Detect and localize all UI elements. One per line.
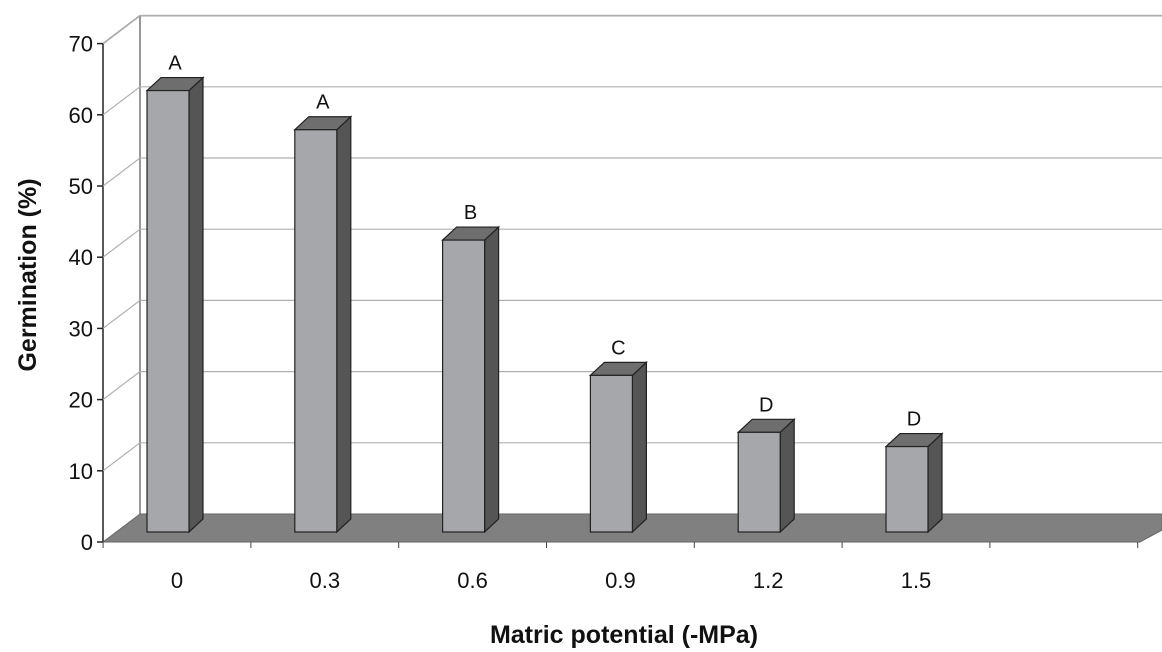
y-axis-ticks: 0 10 20 30 40 50 60 70 bbox=[69, 32, 103, 555]
y-axis-title: Germination (%) bbox=[14, 178, 42, 371]
bar-front bbox=[885, 445, 929, 533]
bar-front bbox=[294, 129, 338, 533]
x-tick-label: 0.3 bbox=[310, 568, 341, 593]
y-tick-label: 10 bbox=[69, 459, 93, 484]
bar-front bbox=[737, 431, 781, 533]
bar-side bbox=[631, 360, 648, 534]
bar-side bbox=[927, 432, 943, 534]
x-tick-label: 1.5 bbox=[901, 568, 932, 593]
bar-significance-label: D bbox=[907, 409, 921, 431]
bar-front bbox=[442, 239, 486, 533]
y-tick-label: 60 bbox=[69, 103, 93, 128]
gridline bbox=[102, 86, 1162, 116]
x-tick-label: 0.9 bbox=[605, 568, 636, 593]
y-tick-label: 70 bbox=[69, 32, 93, 57]
bar: D bbox=[884, 409, 944, 534]
bar: A bbox=[293, 92, 353, 534]
y-tick-label: 50 bbox=[69, 174, 93, 199]
bar: D bbox=[736, 394, 796, 534]
x-tick-label: 1.2 bbox=[753, 568, 784, 593]
bar-significance-label: A bbox=[316, 92, 330, 114]
x-tick-label: 0.6 bbox=[457, 568, 488, 593]
y-tick-label: 40 bbox=[69, 245, 93, 270]
bar: A bbox=[145, 53, 205, 534]
bar-side bbox=[188, 76, 204, 534]
gridline bbox=[102, 157, 1162, 187]
y-tick-label: 20 bbox=[69, 388, 93, 413]
x-axis-ticks: 0 0.3 0.6 0.9 1.2 1.5 bbox=[102, 542, 1139, 593]
y-tick-label: 30 bbox=[69, 316, 93, 341]
bars: A A B C D D bbox=[145, 53, 944, 534]
bar-significance-label: A bbox=[168, 53, 182, 75]
gridline bbox=[102, 228, 1162, 258]
bar-significance-label: B bbox=[464, 202, 477, 224]
bar-side bbox=[779, 417, 795, 534]
bar: C bbox=[588, 337, 648, 534]
x-axis-title: Matric potential (-MPa) bbox=[490, 621, 758, 649]
gridline bbox=[102, 14, 1162, 45]
bar-side bbox=[484, 225, 500, 534]
gridline bbox=[102, 299, 1162, 329]
bar: B bbox=[441, 202, 501, 534]
bar-front bbox=[589, 374, 634, 533]
y-tick-label: 0 bbox=[81, 530, 93, 555]
x-tick-label: 0 bbox=[171, 568, 183, 593]
bar-significance-label: C bbox=[611, 337, 625, 359]
bar-side bbox=[336, 115, 352, 534]
bar-significance-label: D bbox=[759, 394, 773, 416]
bar-front bbox=[146, 89, 190, 533]
